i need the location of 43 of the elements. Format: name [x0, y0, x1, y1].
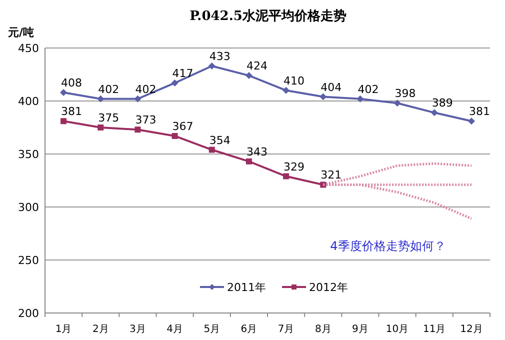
data-label: 417 [172, 66, 194, 80]
x-tick-label: 3月 [130, 324, 146, 335]
data-label: 408 [61, 76, 82, 90]
x-tick-label: 4月 [166, 324, 183, 335]
x-tick-label: 6月 [240, 324, 258, 335]
data-label: 373 [135, 114, 156, 127]
data-label: 321 [320, 168, 342, 182]
data-label: 404 [320, 80, 342, 94]
y-tick-label: 400 [18, 95, 39, 108]
x-tick-label: 8月 [314, 324, 332, 335]
legend-label: 2011年 [227, 281, 266, 294]
annotation: 4季度价格走势如何？ [330, 239, 446, 253]
data-label: 402 [98, 82, 120, 96]
x-tick-label: 9月 [352, 324, 368, 335]
x-tick-label: 7月 [278, 324, 294, 335]
data-label: 402 [358, 82, 379, 96]
data-label: 389 [432, 96, 453, 110]
data-label: 424 [246, 60, 268, 73]
data-label: 381 [61, 105, 82, 118]
y-tick-label: 200 [18, 307, 39, 320]
data-label: 367 [172, 120, 194, 133]
y-tick-label: 350 [18, 148, 39, 161]
x-tick-label: 5月 [204, 324, 220, 335]
legend-label: 2012年 [309, 281, 348, 294]
data-label: 433 [209, 50, 230, 64]
y-axis-title: 元/吨 [7, 26, 34, 39]
data-label: 343 [246, 145, 268, 158]
data-label: 375 [98, 112, 120, 124]
x-tick-label: 12月 [460, 324, 483, 335]
x-tick-label: 10月 [386, 324, 409, 335]
data-label: 381 [468, 105, 490, 118]
data-label: 410 [284, 74, 305, 88]
y-tick-label: 300 [18, 201, 39, 214]
data-label: 354 [209, 134, 230, 147]
chart-title: P.042.5水泥平均价格走势 [190, 8, 346, 24]
x-tick-label: 1月 [55, 324, 72, 335]
data-label: 402 [135, 82, 156, 96]
x-tick-label: 2月 [92, 324, 109, 335]
y-tick-label: 250 [18, 254, 39, 267]
x-tick-label: 11月 [423, 324, 446, 335]
data-label: 398 [394, 87, 416, 100]
y-tick-label: 450 [18, 42, 39, 55]
data-label: 329 [284, 160, 305, 174]
